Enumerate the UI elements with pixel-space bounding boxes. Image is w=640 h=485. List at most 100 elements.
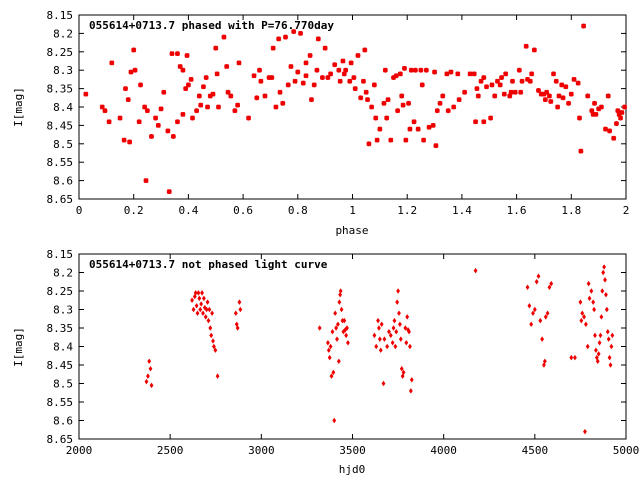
data-point-core	[427, 125, 431, 129]
data-point-core	[438, 101, 442, 105]
chart-title: 055614+0713.7 not phased light curve	[89, 258, 328, 271]
data-point-core	[441, 94, 445, 98]
data-point-core	[383, 68, 387, 72]
data-point-core	[542, 92, 546, 96]
data-point-core	[190, 116, 195, 120]
x-tick-label: 1.2	[397, 204, 417, 217]
data-point-core	[352, 75, 356, 80]
data-point-core	[594, 112, 598, 116]
data-point-core	[404, 138, 408, 142]
data-point-core	[524, 44, 528, 48]
data-point	[607, 354, 612, 361]
data-point-core	[153, 116, 158, 120]
data-point-core	[606, 94, 610, 98]
data-point	[597, 340, 602, 346]
data-point	[235, 325, 240, 331]
data-point-core	[137, 120, 141, 124]
data-point	[536, 273, 541, 279]
data-point-core	[364, 90, 368, 94]
data-point-core	[517, 68, 521, 72]
data-point-core	[375, 138, 379, 142]
data-point	[594, 354, 599, 361]
y-tick-label: 8.5	[53, 378, 73, 391]
data-point	[238, 306, 243, 313]
y-tick-label: 8.25	[47, 46, 74, 59]
data-point-core	[576, 81, 580, 85]
data-point-core	[293, 79, 297, 83]
y-tick-label: 8.3	[53, 64, 73, 77]
x-tick-label: 0	[76, 204, 83, 217]
data-point-core	[591, 112, 595, 116]
data-point-core	[374, 116, 378, 120]
data-point	[197, 295, 202, 302]
x-tick-label: 2	[623, 204, 630, 217]
data-point	[532, 306, 537, 313]
data-point	[542, 358, 547, 365]
data-point	[190, 297, 194, 303]
data-point-core	[432, 70, 437, 74]
data-point-core	[215, 72, 219, 76]
x-tick-label: 5000	[613, 444, 640, 457]
data-point-core	[278, 90, 282, 94]
x-tick-label: 1.8	[561, 204, 581, 217]
data-point	[587, 295, 592, 302]
data-point-core	[225, 64, 229, 69]
data-point	[591, 299, 596, 305]
data-point	[580, 310, 585, 316]
data-point-core	[320, 75, 325, 80]
data-point-core	[138, 83, 143, 87]
data-point	[209, 332, 214, 339]
data-point-core	[525, 77, 530, 81]
data-point-core	[367, 142, 371, 146]
data-point	[199, 301, 204, 307]
data-point	[589, 288, 594, 294]
data-point-core	[315, 68, 319, 72]
data-point-core	[103, 109, 107, 113]
y-tick-label: 8.4	[53, 341, 73, 354]
data-point-core	[170, 52, 174, 56]
x-tick-label: 3500	[339, 444, 366, 457]
y-tick-label: 8.55	[47, 156, 74, 169]
data-point	[543, 314, 548, 320]
data-point	[397, 310, 401, 316]
data-point-core	[557, 94, 561, 98]
data-point	[344, 332, 349, 339]
data-point	[372, 332, 377, 339]
data-point-core	[289, 64, 293, 69]
data-point	[547, 284, 552, 291]
data-point-core	[333, 63, 337, 67]
x-tick-label: 0.2	[124, 204, 144, 217]
data-point	[208, 325, 213, 331]
data-point-core	[159, 107, 163, 111]
data-point-core	[298, 31, 303, 35]
data-point-core	[126, 98, 130, 102]
data-point	[593, 332, 597, 339]
data-point-core	[312, 83, 316, 87]
data-point-core	[607, 129, 612, 133]
data-point	[338, 288, 343, 294]
data-point	[408, 388, 413, 394]
data-point	[204, 306, 209, 313]
data-point-core	[434, 144, 438, 148]
phased-light-curve-panel: 055614+0713.7 phased with P=76.770day ph…	[12, 9, 629, 237]
data-point-core	[490, 83, 494, 87]
data-point	[333, 310, 338, 316]
data-point	[529, 321, 534, 328]
x-tick-label: 2000	[66, 444, 93, 457]
data-point	[393, 343, 398, 350]
data-point-core	[84, 92, 88, 96]
data-point	[538, 317, 543, 324]
data-point	[602, 264, 607, 270]
data-point-core	[422, 138, 426, 142]
data-point	[534, 279, 539, 285]
data-point-core	[582, 24, 586, 28]
data-point	[598, 332, 603, 339]
data-point-core	[263, 94, 267, 98]
plot-frame	[78, 253, 627, 440]
data-point-core	[493, 94, 497, 98]
data-point	[146, 373, 150, 379]
data-point	[144, 378, 149, 385]
data-point-core	[167, 190, 171, 194]
data-point	[399, 365, 404, 372]
data-point-core	[162, 90, 166, 94]
